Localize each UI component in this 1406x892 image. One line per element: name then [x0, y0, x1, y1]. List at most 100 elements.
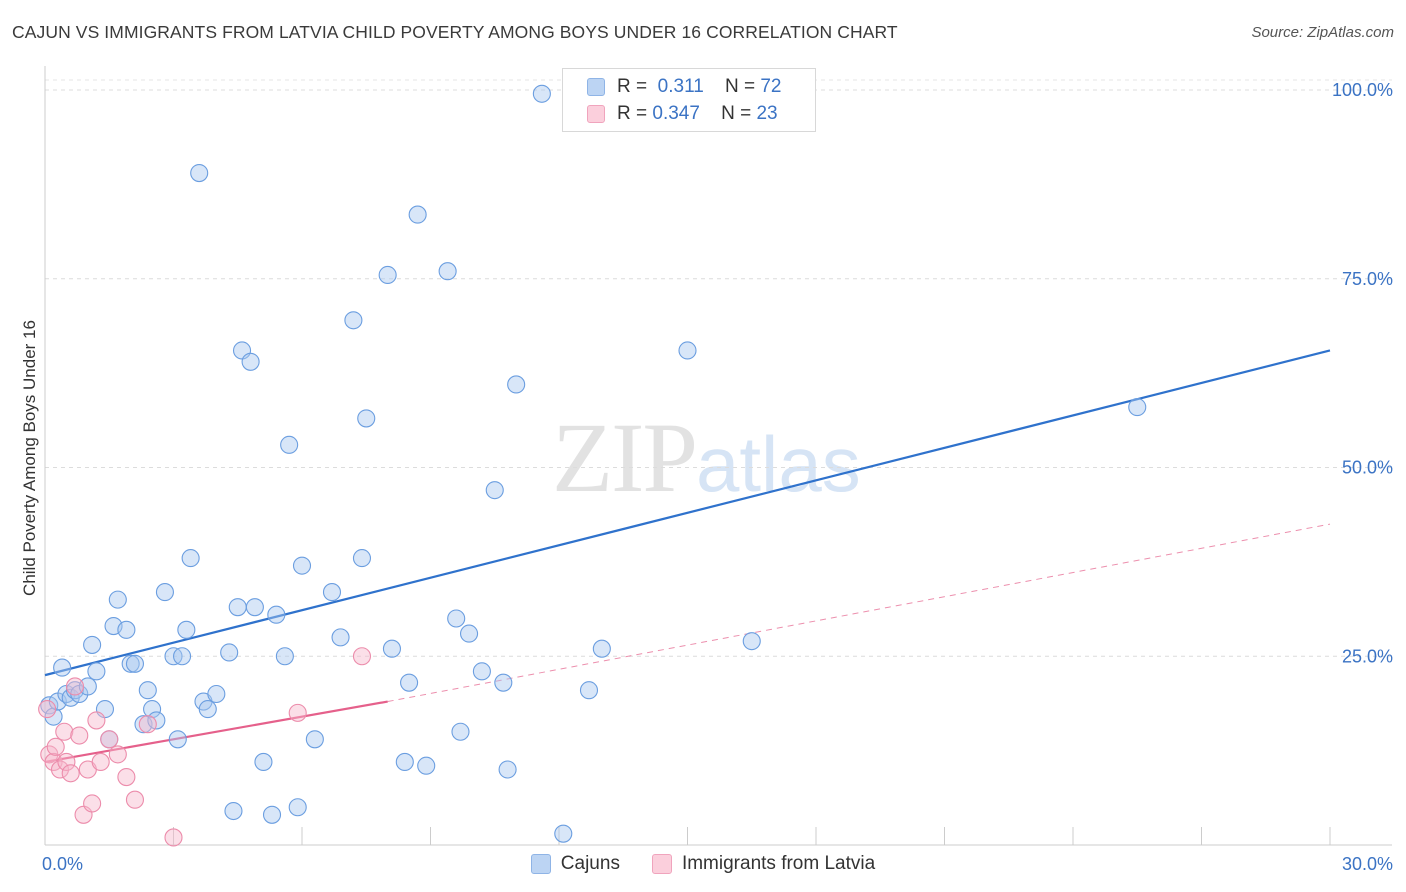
- latvia-r-label: R =: [617, 103, 648, 124]
- point-0-63: [494, 673, 513, 692]
- chart-legend: Cajuns Immigrants from Latvia: [0, 851, 1406, 877]
- point-0-36: [241, 352, 260, 371]
- point-1-9: [70, 726, 89, 745]
- legend-item-latvia: Immigrants from Latvia: [651, 853, 876, 875]
- tick-labels: 25.0% 50.0% 75.0% 100.0% 0.0% 30.0%: [42, 80, 1393, 874]
- cajuns-n-value: 72: [760, 76, 782, 97]
- point-1-16: [108, 745, 127, 764]
- point-0-46: [322, 583, 342, 602]
- watermark-atlas: atlas: [696, 420, 861, 508]
- point-0-45: [305, 730, 324, 749]
- latvia-n-value: 23: [756, 103, 778, 124]
- point-1-5: [55, 722, 74, 741]
- point-1-3: [46, 737, 65, 756]
- x-tick-label-0: 0.0%: [42, 854, 83, 874]
- point-0-25: [173, 647, 192, 666]
- point-0-43: [288, 798, 307, 817]
- point-0-62: [485, 481, 504, 500]
- legend-cajuns-swatch: [530, 854, 551, 874]
- point-0-19: [138, 681, 157, 700]
- x-tick-label-1: 30.0%: [1342, 854, 1393, 874]
- point-0-67: [554, 824, 573, 843]
- point-0-57: [438, 262, 457, 281]
- point-0-55: [408, 205, 427, 224]
- point-0-3: [53, 658, 72, 677]
- point-1-21: [288, 703, 307, 722]
- legend-latvia-label: Immigrants from Latvia: [681, 853, 876, 874]
- point-1-15: [100, 730, 119, 749]
- point-0-39: [262, 805, 282, 824]
- y-tick-label-3: 100.0%: [1332, 80, 1393, 100]
- legend-latvia-swatch: [651, 854, 672, 874]
- point-0-61: [472, 662, 491, 681]
- latvia-n-label: N =: [721, 103, 752, 124]
- legend-cajuns-label: Cajuns: [560, 853, 620, 874]
- chart-title: CAJUN VS IMMIGRANTS FROM LATVIA CHILD PO…: [12, 22, 898, 42]
- point-1-20: [164, 828, 183, 847]
- point-1-2: [44, 752, 63, 772]
- stats-row-latvia: R = 0.347 N = 23: [587, 101, 778, 127]
- point-0-72: [1128, 398, 1147, 417]
- watermark-zip: ZIP: [552, 402, 698, 513]
- point-0-17: [125, 654, 144, 673]
- point-0-54: [400, 673, 419, 692]
- point-1-0: [38, 700, 57, 719]
- point-0-9: [83, 635, 102, 654]
- legend-item-cajuns: Cajuns: [530, 853, 620, 875]
- stats-legend-box: R = 0.311 N = 72 R = 0.347 N = 23: [562, 68, 816, 132]
- point-0-50: [357, 409, 376, 428]
- point-0-34: [228, 598, 247, 617]
- data-points: [38, 84, 1147, 847]
- trend-line-0: [44, 349, 1331, 677]
- latvia-swatch: [587, 105, 605, 123]
- point-0-51: [378, 265, 397, 285]
- point-0-21: [147, 711, 166, 730]
- point-1-8: [65, 677, 85, 696]
- y-tick-label-1: 50.0%: [1342, 458, 1393, 478]
- point-0-58: [447, 609, 466, 628]
- point-0-1: [44, 707, 63, 726]
- point-0-44: [292, 556, 312, 575]
- point-1-17: [117, 767, 136, 787]
- point-0-49: [352, 549, 372, 568]
- trend-lines: [44, 349, 1331, 764]
- y-tick-label-0: 25.0%: [1342, 646, 1393, 666]
- point-0-22: [155, 583, 174, 602]
- point-0-60: [459, 624, 479, 643]
- point-0-28: [190, 164, 209, 183]
- point-0-24: [168, 730, 187, 749]
- cajuns-r-value: 0.311: [657, 76, 704, 97]
- point-1-7: [61, 764, 80, 783]
- point-1-13: [87, 711, 106, 730]
- point-0-48: [344, 311, 363, 330]
- point-0-47: [331, 628, 350, 647]
- point-1-4: [50, 760, 70, 779]
- chart-source: Source: ZipAtlas.com: [1251, 24, 1394, 41]
- point-0-64: [498, 760, 517, 779]
- point-0-37: [245, 598, 264, 617]
- point-1-22: [352, 647, 372, 666]
- point-1-14: [91, 752, 110, 772]
- point-0-42: [280, 435, 299, 454]
- point-1-6: [57, 752, 76, 772]
- point-0-16: [121, 654, 140, 673]
- point-0-68: [579, 681, 599, 700]
- point-0-66: [532, 84, 551, 103]
- point-0-31: [207, 684, 226, 704]
- point-1-18: [125, 790, 144, 809]
- point-0-32: [220, 643, 239, 662]
- point-0-20: [143, 700, 162, 719]
- point-0-38: [254, 752, 273, 772]
- cajuns-swatch: [587, 78, 605, 96]
- trend-line-1: [44, 700, 388, 764]
- point-0-53: [395, 752, 414, 772]
- point-0-15: [117, 620, 136, 639]
- point-0-69: [592, 639, 611, 658]
- point-0-65: [507, 375, 526, 394]
- watermark: ZIPatlas: [552, 400, 861, 515]
- point-0-10: [87, 662, 106, 681]
- latvia-r-value: 0.347: [652, 103, 700, 124]
- cajuns-n-label: N =: [724, 76, 756, 97]
- point-0-71: [742, 632, 761, 651]
